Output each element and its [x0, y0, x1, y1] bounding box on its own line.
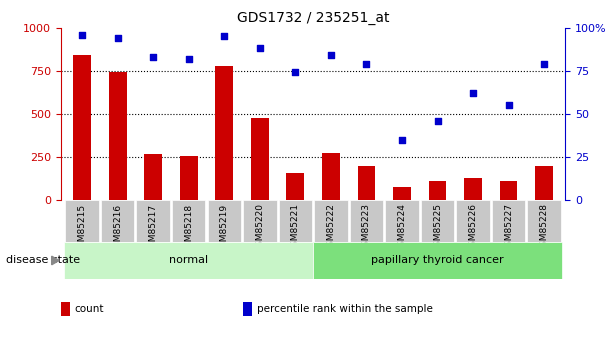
Point	[113, 35, 123, 41]
Bar	[286, 173, 304, 200]
Text: GSM85227: GSM85227	[504, 204, 513, 253]
Point	[219, 33, 229, 39]
Text: GSM85228: GSM85228	[540, 204, 548, 253]
Bar	[500, 181, 517, 200]
Bar	[313, 241, 562, 279]
Text: GSM85219: GSM85219	[219, 204, 229, 253]
Bar	[180, 156, 198, 200]
Bar	[251, 118, 269, 200]
Point	[539, 61, 549, 67]
Text: GSM85215: GSM85215	[78, 204, 86, 253]
Bar	[109, 72, 126, 200]
Bar	[207, 200, 241, 242]
Bar	[64, 241, 313, 279]
Title: GDS1732 / 235251_at: GDS1732 / 235251_at	[237, 11, 389, 25]
Bar	[492, 200, 525, 242]
Bar	[101, 200, 134, 242]
Bar	[527, 200, 561, 242]
Point	[77, 32, 87, 37]
Point	[468, 90, 478, 96]
Text: count: count	[74, 304, 104, 314]
Bar	[322, 152, 340, 200]
Bar	[73, 55, 91, 200]
Bar	[358, 167, 375, 200]
Bar	[429, 181, 446, 200]
Bar	[535, 167, 553, 200]
Point	[433, 118, 443, 124]
Point	[184, 56, 193, 61]
Bar	[172, 200, 206, 242]
Point	[397, 137, 407, 142]
Text: papillary thyroid cancer: papillary thyroid cancer	[371, 256, 504, 265]
Text: GSM85225: GSM85225	[433, 204, 442, 253]
Point	[503, 102, 513, 108]
Text: GSM85224: GSM85224	[398, 204, 407, 252]
Point	[255, 46, 264, 51]
Bar	[385, 200, 419, 242]
Bar	[243, 200, 277, 242]
Bar	[144, 154, 162, 200]
Bar	[66, 200, 99, 242]
Text: disease state: disease state	[6, 256, 80, 265]
Point	[326, 52, 336, 58]
Text: normal: normal	[169, 256, 209, 265]
Point	[362, 61, 371, 67]
Bar	[136, 200, 170, 242]
Text: GSM85217: GSM85217	[149, 204, 157, 253]
Point	[291, 70, 300, 75]
Text: GSM85216: GSM85216	[113, 204, 122, 253]
Bar	[421, 200, 454, 242]
Text: GSM85226: GSM85226	[469, 204, 477, 253]
Text: GSM85222: GSM85222	[326, 204, 336, 252]
Bar	[215, 66, 233, 200]
Bar	[350, 200, 383, 242]
Point	[148, 54, 158, 60]
Bar	[457, 200, 489, 242]
Bar	[393, 187, 411, 200]
Bar	[314, 200, 348, 242]
Text: percentile rank within the sample: percentile rank within the sample	[257, 304, 432, 314]
Text: GSM85218: GSM85218	[184, 204, 193, 253]
Bar	[464, 178, 482, 200]
Bar	[278, 200, 312, 242]
Text: GSM85220: GSM85220	[255, 204, 264, 253]
Text: GSM85221: GSM85221	[291, 204, 300, 253]
Text: GSM85223: GSM85223	[362, 204, 371, 253]
